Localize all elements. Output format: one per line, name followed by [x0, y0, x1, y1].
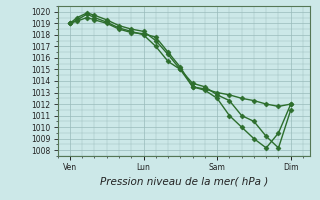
- X-axis label: Pression niveau de la mer( hPa ): Pression niveau de la mer( hPa ): [100, 176, 268, 186]
